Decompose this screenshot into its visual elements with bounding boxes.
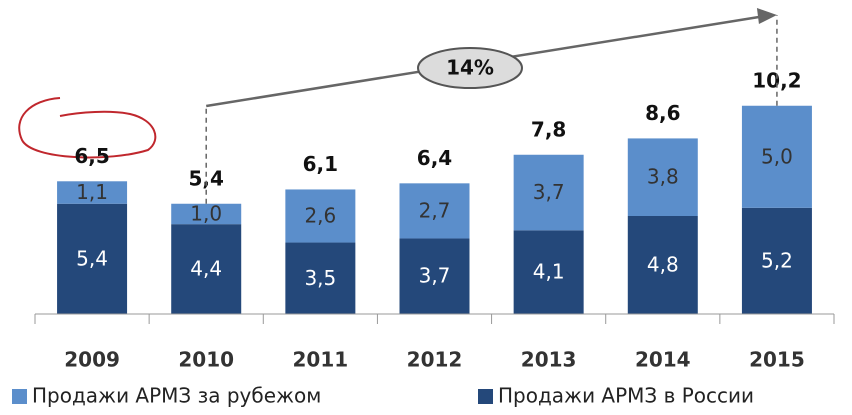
x-tick-label: 2012: [407, 348, 463, 372]
segment-label: 1,0: [190, 201, 222, 225]
segment-label: 4,4: [190, 257, 222, 281]
bar-segment: [57, 203, 128, 314]
segment-label: 4,1: [533, 260, 565, 284]
total-label: 6,1: [303, 152, 338, 176]
segment-label: 4,8: [647, 253, 679, 277]
segment-label: 3,8: [647, 165, 679, 189]
bar-segment: [627, 138, 698, 216]
total-label: 7,8: [531, 117, 566, 141]
annotation-bubble: [417, 47, 523, 89]
segment-label: 3,5: [304, 266, 336, 290]
legend-swatch: [478, 389, 493, 404]
total-label: 5,4: [188, 166, 223, 190]
total-label: 10,2: [752, 68, 801, 92]
highlight-circle: [18, 97, 157, 159]
bar-segment: [399, 183, 470, 239]
bar-segment: [171, 203, 242, 225]
segment-label: 3,7: [419, 264, 451, 288]
segment-label: 2,6: [304, 204, 336, 228]
x-tick-label: 2011: [293, 348, 349, 372]
x-tick-label: 2010: [178, 348, 234, 372]
segment-label: 2,7: [419, 198, 451, 222]
segment-label: 3,7: [533, 180, 565, 204]
total-label: 6,4: [417, 146, 452, 170]
segment-label: 5,0: [761, 144, 793, 168]
bar-segment: [627, 216, 698, 314]
bar-segment: [513, 230, 584, 314]
bar-segment: [399, 238, 470, 314]
bar-segment: [741, 105, 812, 208]
annotation-text: 14%: [446, 56, 494, 80]
segment-label: 5,4: [76, 246, 108, 270]
bar-segment: [285, 242, 356, 314]
bar-segment: [57, 181, 128, 204]
total-label: 8,6: [645, 101, 680, 125]
segment-label: 1,1: [76, 180, 108, 204]
segment-label: 5,2: [761, 248, 793, 272]
arrow-head: [756, 8, 777, 24]
legend-swatch: [12, 389, 27, 404]
bar-segment: [285, 189, 356, 243]
legend-label: Продажи АРМЗ в России: [498, 384, 754, 408]
total-label: 6,5: [74, 144, 109, 168]
x-tick-label: 2013: [521, 348, 577, 372]
x-tick-label: 2009: [64, 348, 120, 372]
legend-label: Продажи АРМЗ за рубежом: [32, 384, 321, 408]
x-tick-label: 2015: [749, 348, 805, 372]
x-tick-label: 2014: [635, 348, 691, 372]
bar-segment: [741, 207, 812, 314]
bar-segment: [513, 154, 584, 231]
bar-segment: [171, 224, 242, 314]
